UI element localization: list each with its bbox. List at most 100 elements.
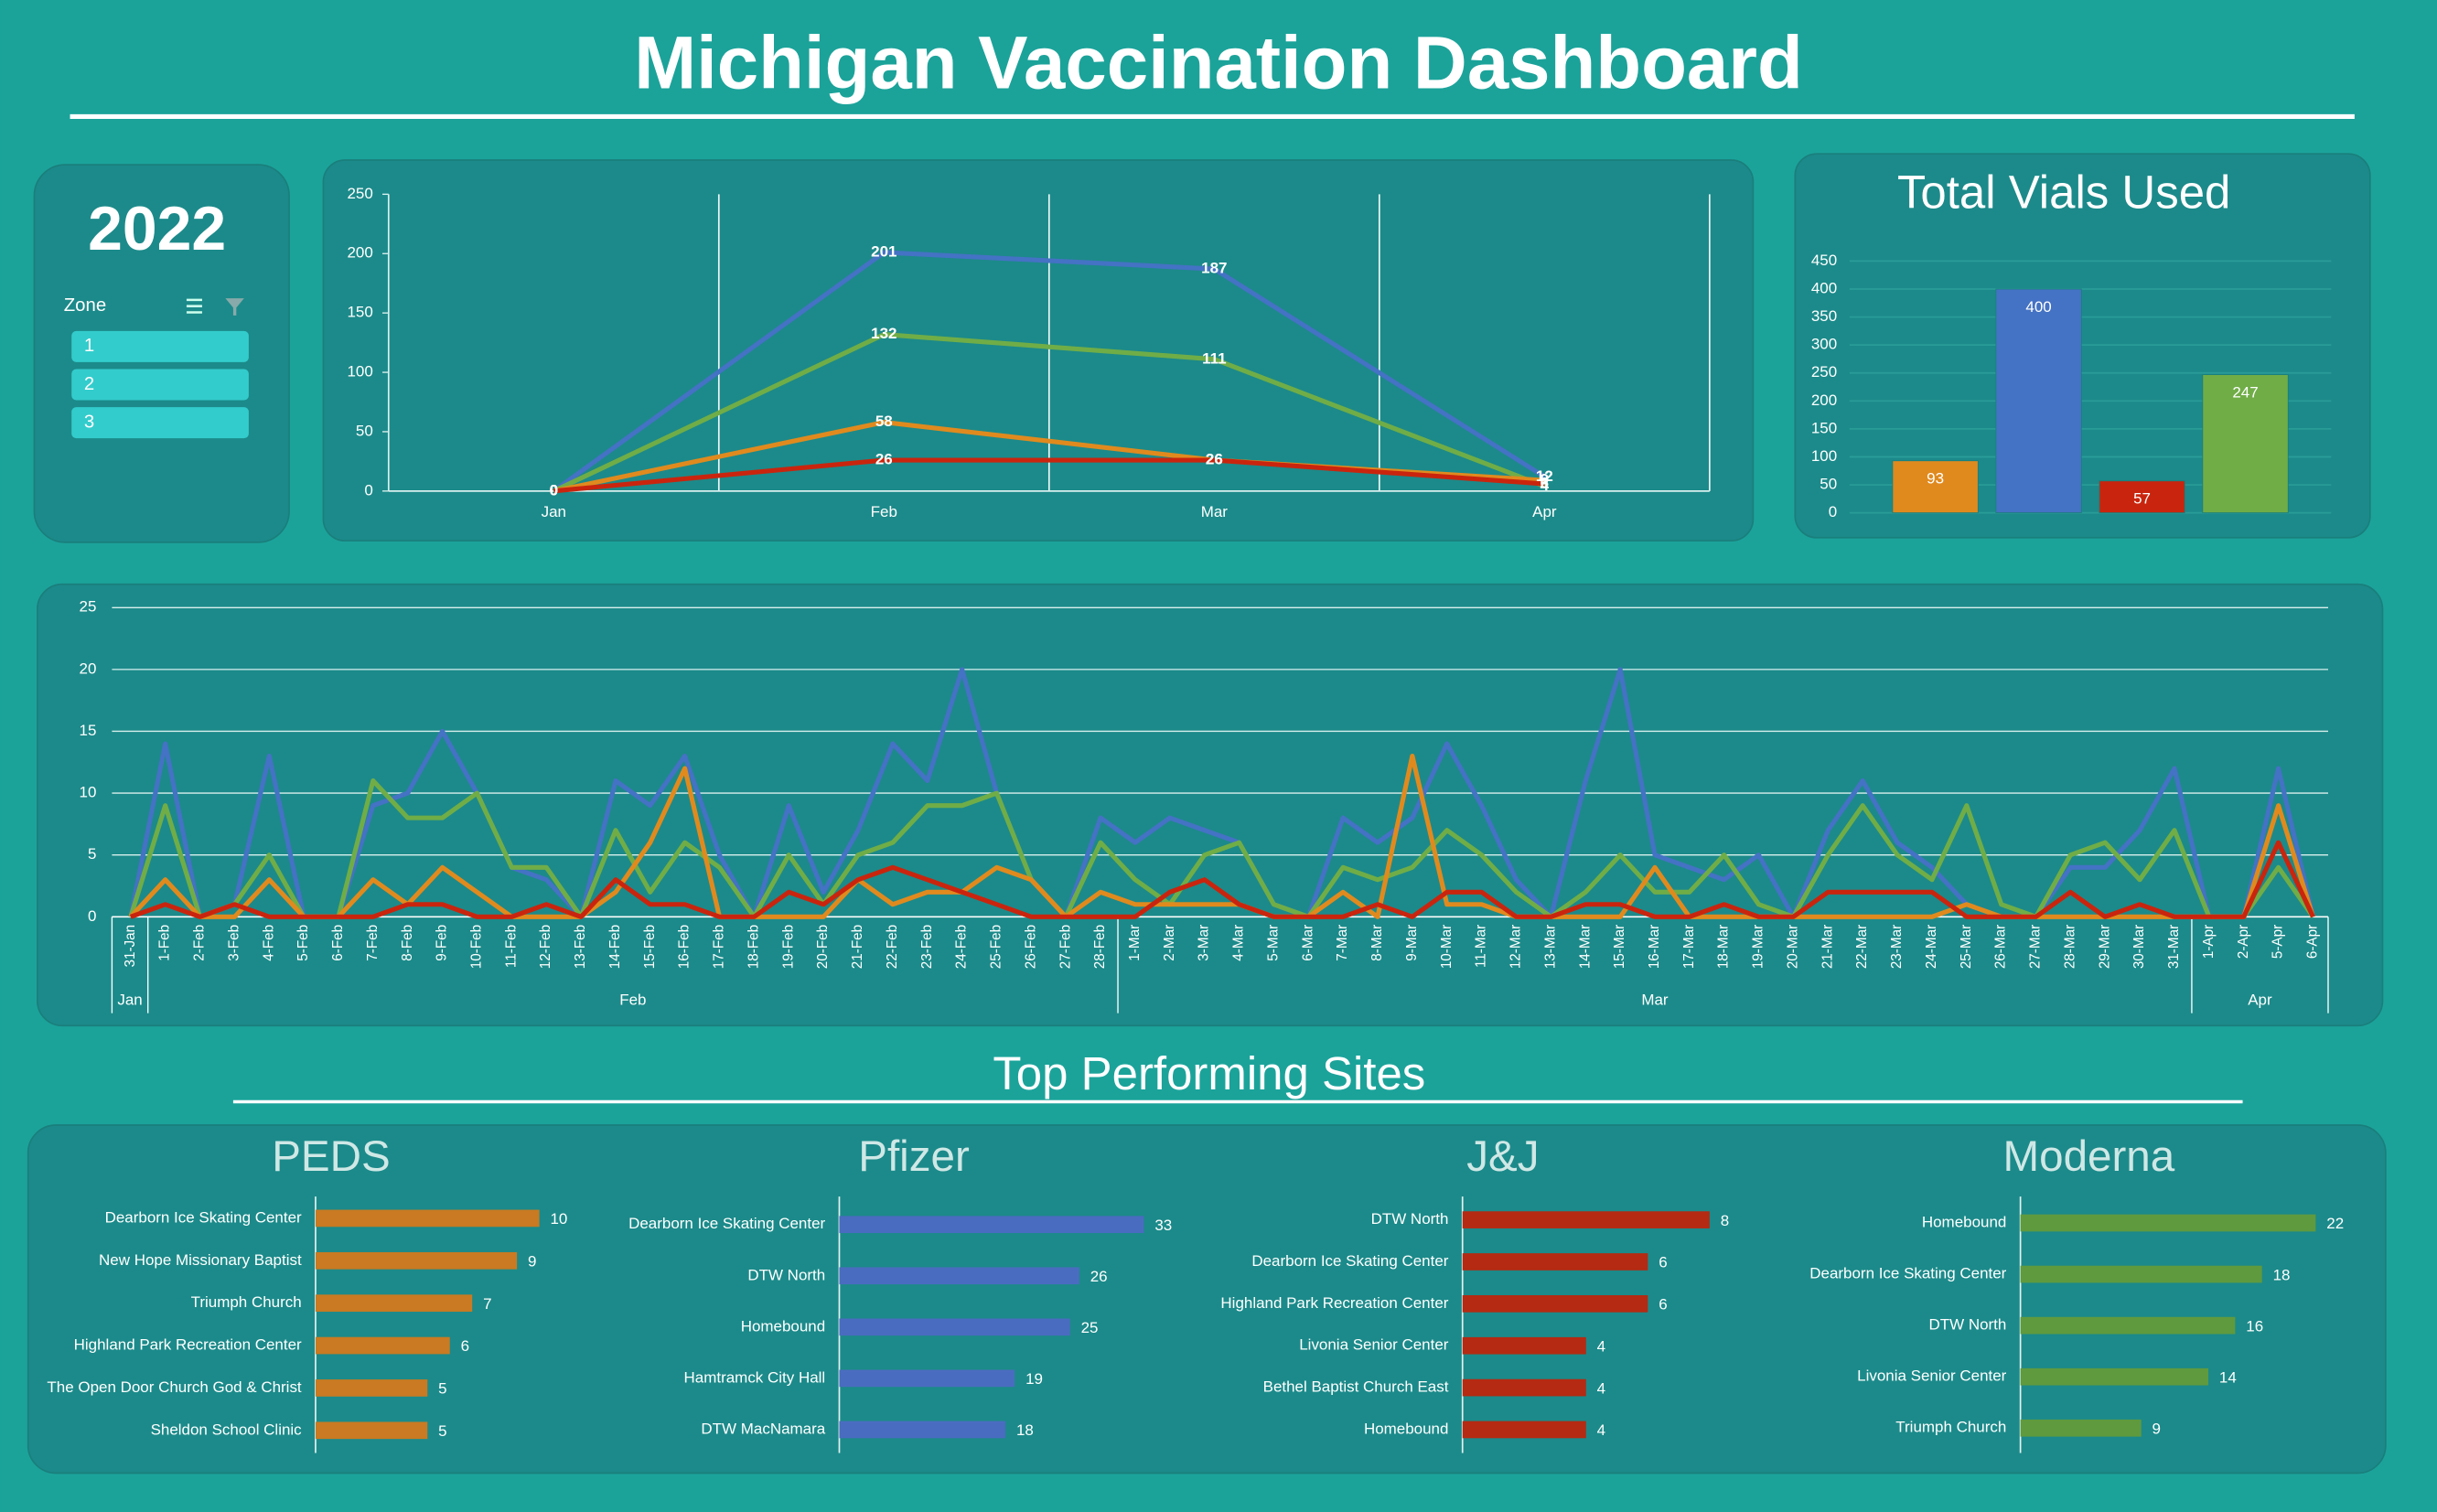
data-label: 26 — [1090, 1268, 1108, 1285]
data-label: 6 — [1659, 1254, 1667, 1271]
x-tick-label: Mar — [1201, 503, 1229, 520]
data-label: 132 — [871, 325, 896, 342]
y-tick-label: 250 — [348, 185, 373, 202]
x-tick-label: 5-Mar — [1265, 925, 1281, 961]
x-tick-label: 3-Feb — [226, 925, 242, 961]
data-label: 0 — [550, 481, 558, 499]
x-tick-label: 15-Mar — [1612, 925, 1627, 969]
bar — [1462, 1378, 1586, 1397]
data-label: 14 — [2219, 1368, 2237, 1386]
data-label: 6 — [461, 1337, 469, 1355]
x-tick-label: 5-Apr — [2271, 925, 2286, 959]
data-label: 0 — [550, 481, 558, 499]
x-tick-label: 15-Feb — [642, 925, 658, 969]
category-label: DTW North — [747, 1266, 825, 1283]
bar — [1892, 460, 1979, 514]
x-tick-label: 27-Feb — [1057, 925, 1073, 969]
y-tick-label: 250 — [1811, 363, 1837, 381]
x-tick-label: 31-Jan — [123, 925, 138, 968]
x-tick-label: 28-Feb — [1092, 925, 1108, 969]
monthly-panel — [322, 159, 1755, 542]
data-label: 12 — [1536, 467, 1553, 485]
category-label: Livonia Senior Center — [1299, 1336, 1449, 1354]
y-tick-label: 0 — [1829, 503, 1837, 520]
bar — [2020, 1367, 2209, 1386]
x-tick-label: 13-Feb — [573, 925, 588, 969]
bar — [2202, 374, 2289, 514]
slicer-item[interactable] — [71, 330, 249, 362]
bar — [315, 1251, 518, 1270]
data-label: 8 — [1721, 1212, 1729, 1229]
x-tick-label: 18-Mar — [1716, 925, 1732, 969]
x-tick-label: 18-Feb — [746, 925, 761, 969]
bar — [315, 1209, 540, 1228]
sites-panel — [27, 1124, 2387, 1474]
slicer-field: Zone — [64, 295, 106, 316]
category-label: DTW MacNamara — [701, 1420, 825, 1437]
slicer-item-label[interactable]: 1 — [84, 336, 94, 356]
chart-title: Moderna — [2003, 1132, 2175, 1181]
bar — [839, 1267, 1079, 1285]
y-tick-label: 100 — [348, 363, 373, 381]
x-tick-label: 6-Apr — [2304, 925, 2320, 959]
y-tick-label: 150 — [348, 304, 373, 321]
data-label: 5 — [438, 1422, 446, 1440]
data-label: 26 — [1206, 451, 1223, 468]
category-label: Homebound — [741, 1317, 825, 1335]
x-tick-label: 29-Mar — [2097, 925, 2112, 969]
x-tick-label: 23-Feb — [919, 925, 935, 969]
category-label: Highland Park Recreation Center — [74, 1336, 302, 1354]
x-tick-label: 11-Mar — [1474, 925, 1489, 968]
slicer-item-label[interactable]: 2 — [84, 374, 94, 394]
data-label: 9 — [2153, 1420, 2161, 1437]
category-label: Triumph Church — [1895, 1419, 2006, 1436]
x-tick-label: 11-Feb — [503, 925, 519, 968]
data-label: 93 — [1927, 470, 1944, 488]
x-tick-label: 28-Mar — [2062, 925, 2077, 969]
category-label: Livonia Senior Center — [1857, 1367, 2007, 1385]
x-tick-label: 25-Feb — [989, 925, 1004, 969]
category-label: Homebound — [1922, 1213, 2006, 1230]
data-label: 7 — [483, 1295, 491, 1313]
data-label: 26 — [1206, 451, 1223, 468]
slicer-item[interactable] — [71, 407, 249, 439]
bar — [315, 1421, 428, 1440]
category-label: Bethel Baptist Church East — [1263, 1378, 1449, 1396]
bar — [2020, 1214, 2316, 1232]
x-tick-label: 20-Mar — [1785, 925, 1800, 969]
slicer-item-label[interactable]: 3 — [84, 412, 94, 432]
series-line — [553, 332, 1546, 494]
x-tick-label: 26-Mar — [1993, 925, 2009, 969]
data-label: 19 — [1025, 1370, 1043, 1388]
x-tick-label: 2-Feb — [192, 925, 208, 961]
bar — [839, 1421, 1006, 1439]
x-tick-label: 1-Apr — [2201, 925, 2217, 959]
category-label: Highland Park Recreation Center — [1220, 1294, 1448, 1312]
data-label: 33 — [1154, 1217, 1172, 1234]
data-label: 6 — [1659, 1296, 1667, 1314]
bar — [2099, 480, 2185, 514]
data-label: 18 — [2273, 1266, 2291, 1283]
category-label: Dearborn Ice Skating Center — [628, 1215, 825, 1232]
x-tick-label: 6-Mar — [1300, 925, 1315, 961]
x-tick-label: 9-Feb — [435, 925, 450, 961]
data-label: 187 — [1201, 260, 1227, 277]
category-label: Triumph Church — [191, 1293, 302, 1311]
x-tick-label: 12-Mar — [1508, 925, 1524, 969]
bar — [315, 1379, 428, 1397]
bar — [315, 1336, 450, 1355]
category-label: Dearborn Ice Skating Center — [1251, 1252, 1448, 1270]
slicer-item[interactable] — [71, 369, 249, 401]
y-tick-label: 20 — [80, 659, 97, 677]
x-tick-label: 30-Mar — [2131, 925, 2147, 969]
bar — [839, 1318, 1070, 1336]
data-label: 111 — [1202, 349, 1226, 367]
y-tick-label: 450 — [1811, 252, 1837, 269]
x-tick-label: 31-Mar — [2166, 925, 2182, 969]
data-label: 10 — [550, 1210, 567, 1228]
category-label: Dearborn Ice Skating Center — [1809, 1265, 2006, 1282]
x-group-label: Feb — [619, 992, 646, 1009]
x-tick-label: 5-Feb — [295, 925, 311, 961]
x-tick-label: 24-Feb — [954, 925, 970, 969]
